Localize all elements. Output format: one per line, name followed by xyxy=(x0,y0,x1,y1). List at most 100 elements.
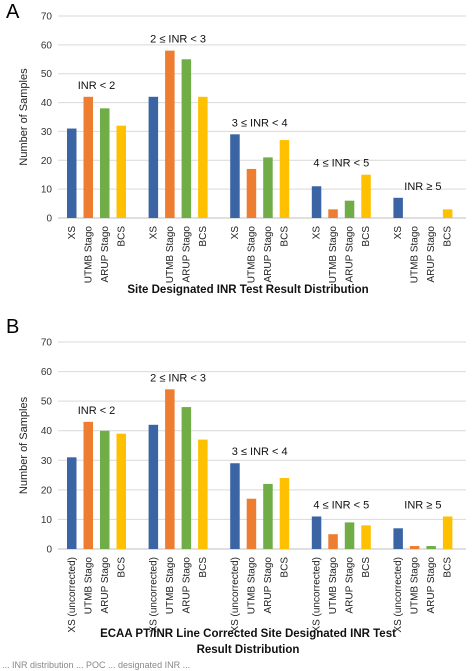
bar xyxy=(230,134,240,218)
category-label: ARUP Stago xyxy=(181,226,192,283)
bar xyxy=(246,168,257,218)
bar xyxy=(67,457,77,549)
bar xyxy=(409,546,420,549)
bar xyxy=(67,128,77,218)
category-label: BCS xyxy=(443,557,454,578)
category-label: XS xyxy=(67,226,78,240)
y-tick-label: 10 xyxy=(41,515,53,526)
category-label: BCS xyxy=(279,226,290,247)
category-label: ARUP Stago xyxy=(181,557,192,614)
category-label: UTMB Stago xyxy=(83,557,94,615)
category-label: BCS xyxy=(279,557,290,578)
category-label: BCS xyxy=(198,226,209,247)
bar xyxy=(116,433,126,549)
bar xyxy=(263,157,273,218)
group-label: 4 ≤ INR < 5 xyxy=(313,499,369,511)
bar xyxy=(198,96,208,218)
bar xyxy=(279,140,290,218)
category-label: XS (uncorrected) xyxy=(393,557,404,633)
bar xyxy=(442,209,453,218)
y-tick-label: 40 xyxy=(41,98,53,109)
category-label: XS (uncorrected) xyxy=(312,557,323,633)
bar xyxy=(181,407,192,549)
bar xyxy=(198,439,208,549)
group-label: 3 ≤ INR < 4 xyxy=(232,117,288,129)
x-axis-title: Site Designated INR Test Result Distribu… xyxy=(127,284,368,296)
category-label: XS (uncorrected) xyxy=(230,557,241,633)
category-label: BCS xyxy=(198,557,209,578)
bar xyxy=(361,174,371,218)
bar xyxy=(328,209,338,218)
bar xyxy=(311,186,322,218)
bar xyxy=(393,197,403,218)
bar xyxy=(230,463,240,549)
category-label: XS xyxy=(312,226,323,240)
category-label: ARUP Stago xyxy=(100,226,111,283)
group-label: 3 ≤ INR < 4 xyxy=(232,446,288,458)
y-tick-label: 0 xyxy=(46,214,52,225)
y-axis-label: Number of Samples xyxy=(18,68,30,166)
bar xyxy=(442,516,453,549)
panel-letter: B xyxy=(6,316,19,338)
category-label: ARUP Stago xyxy=(426,226,437,283)
category-label: BCS xyxy=(116,557,127,578)
bar xyxy=(165,50,175,218)
category-label: ARUP Stago xyxy=(263,557,274,614)
category-label: BCS xyxy=(361,557,372,578)
y-tick-label: 40 xyxy=(41,426,53,437)
group-label: 2 ≤ INR < 3 xyxy=(150,372,206,384)
bar xyxy=(246,498,257,549)
y-tick-label: 10 xyxy=(41,185,53,196)
group-label: INR ≥ 5 xyxy=(404,181,441,193)
y-tick-label: 60 xyxy=(41,367,53,378)
bar xyxy=(83,96,93,218)
category-label: BCS xyxy=(443,226,454,247)
category-label: XS (uncorrected) xyxy=(148,557,159,633)
y-tick-label: 50 xyxy=(41,69,53,80)
category-label: XS xyxy=(230,226,241,240)
bar xyxy=(148,96,159,218)
group-label: INR ≥ 5 xyxy=(404,499,441,511)
category-label: UTMB Stago xyxy=(165,226,176,284)
category-label: UTMB Stago xyxy=(328,226,339,284)
y-tick-label: 50 xyxy=(41,397,53,408)
category-label: BCS xyxy=(361,226,372,247)
category-label: UTMB Stago xyxy=(246,557,257,615)
bar xyxy=(148,424,159,549)
group-label: INR < 2 xyxy=(78,405,116,417)
bar xyxy=(393,528,403,549)
category-label: ARUP Stago xyxy=(263,226,274,283)
category-label: ARUP Stago xyxy=(345,557,356,614)
category-label: UTMB Stago xyxy=(165,557,176,615)
bar xyxy=(116,125,126,218)
category-label: ARUP Stago xyxy=(345,226,356,283)
bar xyxy=(328,534,338,549)
category-label: UTMB Stago xyxy=(246,226,257,284)
y-tick-label: 70 xyxy=(41,338,53,349)
category-label: ARUP Stago xyxy=(426,557,437,614)
category-label: UTMB Stago xyxy=(410,226,421,284)
group-label: 2 ≤ INR < 3 xyxy=(150,34,206,46)
bar xyxy=(100,430,110,549)
panel-letter: A xyxy=(6,1,20,23)
y-tick-label: 30 xyxy=(41,456,53,467)
y-tick-label: 20 xyxy=(41,156,53,167)
y-tick-label: 70 xyxy=(41,12,53,23)
category-label: ARUP Stago xyxy=(100,557,111,614)
x-axis-title: ECAA PT/INR Line Corrected Site Designat… xyxy=(100,628,396,640)
y-axis-label: Number of Samples xyxy=(18,396,30,494)
y-tick-label: 60 xyxy=(41,40,53,51)
bar xyxy=(279,478,290,549)
category-label: BCS xyxy=(116,226,127,247)
bar xyxy=(311,516,322,549)
category-label: XS (uncorrected) xyxy=(67,557,78,633)
group-label: INR < 2 xyxy=(78,80,116,92)
category-label: UTMB Stago xyxy=(410,557,421,615)
panel-b: B 0 10 20 30 40 50 60 70 Number of Samples XS (unc… xyxy=(6,316,466,656)
bar xyxy=(344,522,355,549)
category-label: XS xyxy=(148,226,159,240)
bar xyxy=(344,200,355,218)
bar xyxy=(83,421,93,549)
bar xyxy=(100,108,110,218)
category-label: XS xyxy=(393,226,404,240)
